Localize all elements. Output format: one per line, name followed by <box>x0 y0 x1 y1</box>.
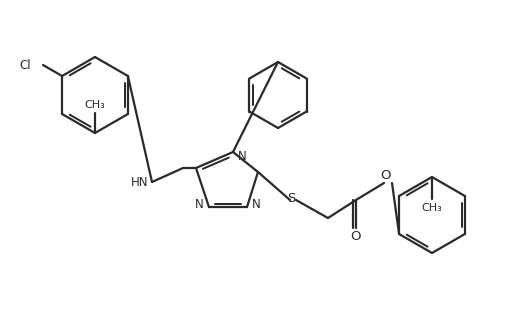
Text: CH₃: CH₃ <box>421 203 441 213</box>
Text: S: S <box>286 193 294 205</box>
Text: N: N <box>237 150 246 163</box>
Text: HN: HN <box>130 175 147 188</box>
Text: Cl: Cl <box>19 59 31 71</box>
Text: N: N <box>195 198 204 211</box>
Text: O: O <box>350 231 361 243</box>
Text: N: N <box>251 198 260 211</box>
Text: CH₃: CH₃ <box>84 100 105 110</box>
Text: O: O <box>380 168 390 182</box>
